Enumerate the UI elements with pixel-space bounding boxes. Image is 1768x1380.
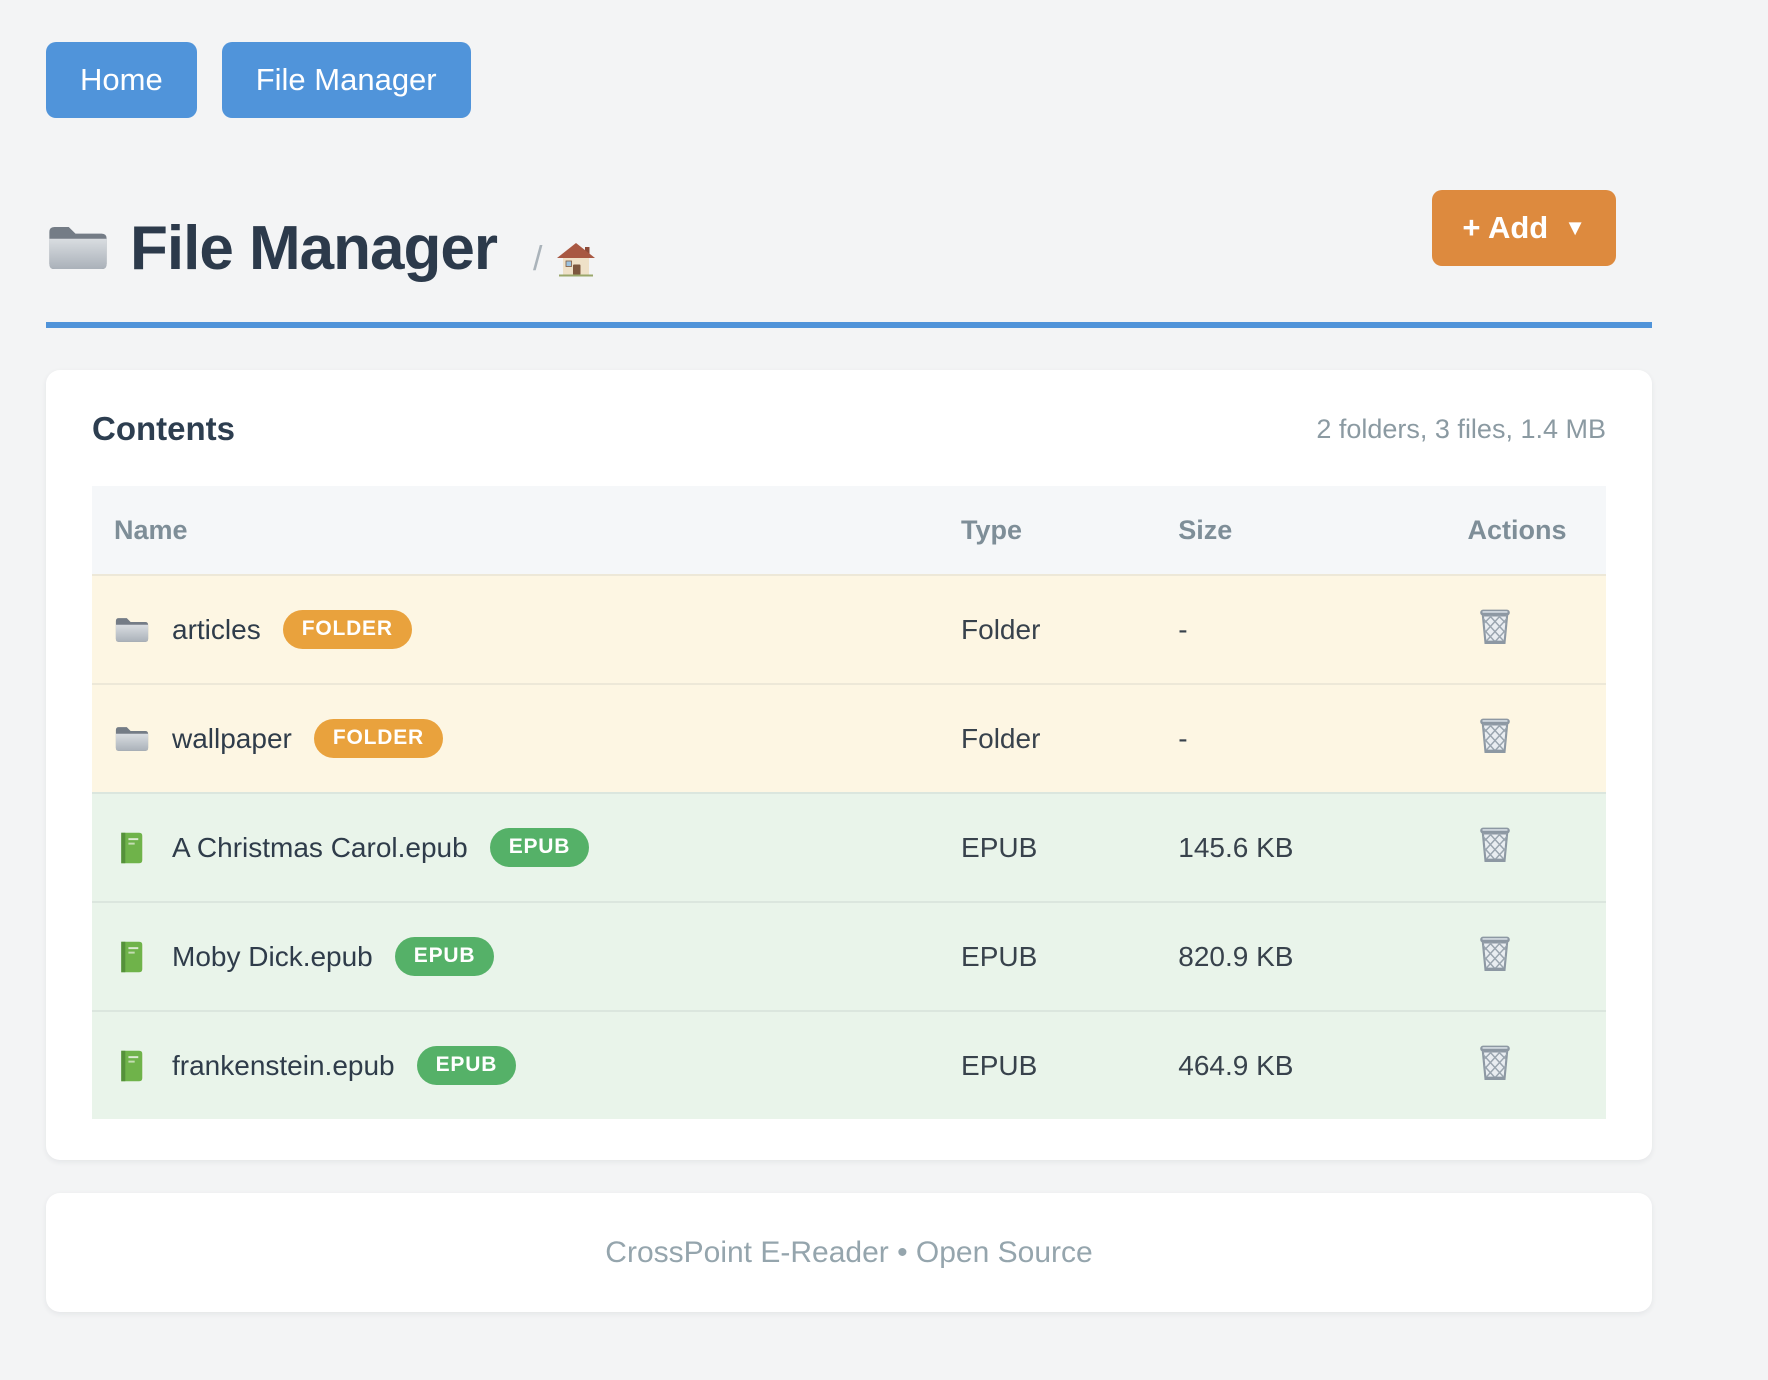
contents-card-header: Contents 2 folders, 3 files, 1.4 MB (92, 370, 1606, 486)
file-type-badge: EPUB (394, 937, 495, 976)
contents-card: Contents 2 folders, 3 files, 1.4 MB Name… (46, 370, 1652, 1160)
actions-cell (1467, 607, 1606, 652)
trash-icon (1477, 607, 1513, 645)
table-row: articles FOLDER Folder - (92, 574, 1606, 683)
trash-icon (1477, 825, 1513, 863)
file-name-link[interactable]: frankenstein.epub (172, 1049, 395, 1081)
size-cell: 820.9 KB (1178, 940, 1294, 972)
file-type-badge: FOLDER (313, 719, 443, 758)
delete-button[interactable] (1477, 607, 1513, 645)
file-name-link[interactable]: wallpaper (172, 722, 292, 754)
type-cell: EPUB (961, 1049, 1038, 1081)
footer-card: CrossPoint E-Reader • Open Source (46, 1193, 1652, 1312)
type-cell: EPUB (961, 940, 1038, 972)
page-container: Home File Manager File Manager / + Add ▼ (46, 0, 1652, 1380)
page-title: File Manager (130, 213, 498, 283)
actions-cell (1467, 716, 1606, 761)
table-header: Name Type Size Actions (92, 486, 1606, 574)
actions-cell (1467, 825, 1606, 870)
trash-icon (1477, 1043, 1513, 1081)
actions-cell (1467, 934, 1606, 979)
delete-button[interactable] (1477, 1043, 1513, 1081)
name-cell: A Christmas Carol.epub EPUB (92, 828, 961, 867)
page-header: File Manager / (46, 188, 1652, 308)
add-button[interactable]: + Add ▼ (1432, 190, 1616, 266)
folder-icon (114, 722, 150, 756)
file-type-badge: EPUB (416, 1046, 517, 1085)
delete-button[interactable] (1477, 716, 1513, 754)
contents-summary: 2 folders, 3 files, 1.4 MB (1316, 414, 1606, 444)
table-row: Moby Dick.epub EPUB EPUB 820.9 KB (92, 901, 1606, 1010)
folder-icon (46, 221, 110, 275)
trash-icon (1477, 934, 1513, 972)
name-cell: Moby Dick.epub EPUB (92, 937, 961, 976)
column-header-size: Size (1178, 514, 1233, 545)
size-cell: - (1178, 613, 1188, 645)
file-name-link[interactable]: Moby Dick.epub (172, 940, 373, 972)
table-row: A Christmas Carol.epub EPUB EPUB 145.6 K… (92, 792, 1606, 901)
nav-button-home[interactable]: Home (46, 42, 197, 118)
file-name-link[interactable]: articles (172, 613, 261, 645)
table-row: frankenstein.epub EPUB EPUB 464.9 KB (92, 1010, 1606, 1119)
type-cell: EPUB (961, 831, 1038, 863)
folder-icon (114, 613, 150, 647)
file-type-badge: FOLDER (282, 610, 412, 649)
name-cell: wallpaper FOLDER (92, 719, 961, 758)
column-header-actions: Actions (1467, 514, 1567, 545)
size-cell: 145.6 KB (1178, 831, 1294, 863)
footer-text: CrossPoint E-Reader • Open Source (605, 1235, 1093, 1269)
header-divider (46, 322, 1652, 328)
delete-button[interactable] (1477, 934, 1513, 972)
trash-icon (1477, 716, 1513, 754)
top-nav: Home File Manager (46, 42, 471, 118)
file-table: Name Type Size Actions articles FOLDER (92, 486, 1606, 1119)
caret-down-icon: ▼ (1564, 215, 1586, 240)
type-cell: Folder (961, 613, 1041, 645)
nav-button-file-manager[interactable]: File Manager (221, 42, 471, 118)
book-icon (114, 831, 150, 865)
file-name-link[interactable]: A Christmas Carol.epub (172, 831, 468, 863)
contents-title: Contents (92, 410, 235, 447)
actions-cell (1467, 1043, 1606, 1088)
home-icon[interactable] (556, 241, 596, 277)
book-icon (114, 940, 150, 974)
breadcrumb-separator: / (533, 239, 543, 278)
type-cell: Folder (961, 722, 1041, 754)
size-cell: 464.9 KB (1178, 1049, 1294, 1081)
name-cell: frankenstein.epub EPUB (92, 1046, 961, 1085)
size-cell: - (1178, 722, 1188, 754)
column-header-name: Name (114, 514, 188, 545)
name-cell: articles FOLDER (92, 610, 961, 649)
column-header-type: Type (961, 514, 1023, 545)
breadcrumb: / (533, 240, 596, 279)
file-type-badge: EPUB (489, 828, 590, 867)
table-body: articles FOLDER Folder - (92, 574, 1606, 1119)
book-icon (114, 1049, 150, 1083)
delete-button[interactable] (1477, 825, 1513, 863)
table-row: wallpaper FOLDER Folder - (92, 683, 1606, 792)
add-button-label: + Add (1462, 210, 1549, 245)
